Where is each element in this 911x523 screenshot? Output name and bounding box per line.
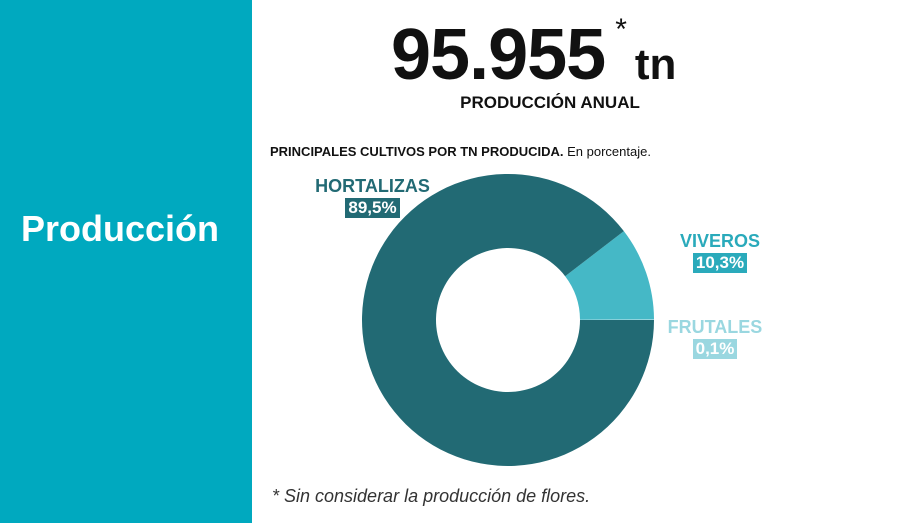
slice-value-hortalizas: 89,5%	[345, 198, 400, 218]
donut-slice-hortalizas	[362, 174, 654, 467]
footnote: * Sin considerar la producción de flores…	[272, 486, 591, 506]
headline: 95.955 *tn	[391, 13, 677, 95]
slice-name-viveros: VIVEROS	[679, 231, 761, 251]
slice-label-viveros: VIVEROS 10,3%	[670, 231, 770, 273]
slice-name-hortalizas: HORTALIZAS	[315, 176, 430, 196]
annual-production-value: 95.955	[391, 15, 606, 95]
slice-name-frutales: FRUTALES	[667, 317, 763, 337]
chart-title: PRINCIPALES CULTIVOS POR TN PRODUCIDA.	[270, 144, 564, 159]
chart-subtitle: En porcentaje.	[563, 144, 651, 159]
slice-value-viveros: 10,3%	[692, 253, 748, 273]
slice-label-hortalizas: HORTALIZAS 89,5%	[300, 176, 445, 218]
section-title: Producción	[20, 208, 220, 249]
annual-production-label: PRODUCCIÓN ANUAL	[460, 93, 640, 112]
chart-heading: PRINCIPALES CULTIVOS POR TN PRODUCIDA. E…	[270, 144, 651, 159]
footnote-marker: *	[615, 13, 627, 46]
side-panel: Producción	[0, 0, 252, 523]
donut-slice-viveros	[565, 231, 654, 320]
unit-label: tn	[634, 40, 677, 89]
slice-value-frutales: 0,1%	[692, 339, 738, 359]
donut-slice-frutales	[579, 319, 654, 320]
slice-label-frutales: FRUTALES 0,1%	[660, 317, 770, 359]
